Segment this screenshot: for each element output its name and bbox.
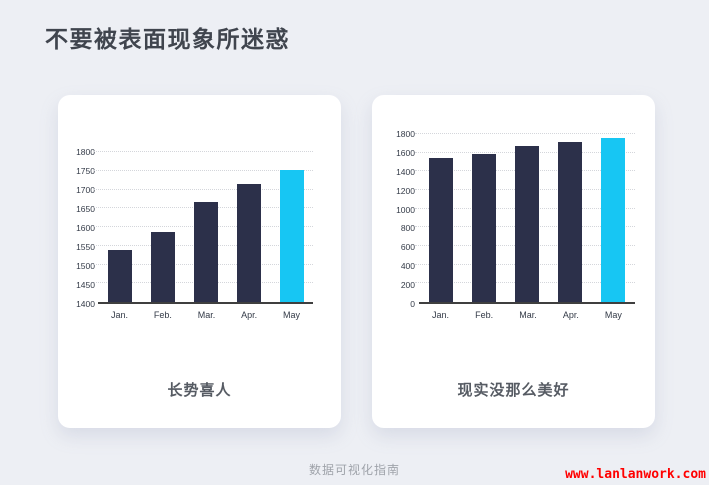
- y-axis-labels: 0 200 400 600 800 1000 1200 1400 1600 1800: [372, 129, 415, 309]
- bar: [193, 201, 218, 302]
- bar: [601, 138, 626, 302]
- gridline: [94, 169, 313, 171]
- footer-caption: 数据可视化指南: [308, 463, 401, 477]
- chart-card-left: 1400 1450 1500 1550 1600 1650 1700 1750 1800 Jan…: [58, 95, 341, 428]
- x-tick-label: Jan.: [110, 310, 128, 320]
- x-tick-label: Feb.: [153, 310, 172, 320]
- y-tick-label: 1650: [76, 204, 95, 214]
- x-axis-labels: Jan. Feb. Mar. Apr. May: [98, 310, 313, 320]
- website-link[interactable]: www.lanlanwork.com: [565, 467, 706, 482]
- y-tick-label: 1400: [396, 166, 415, 177]
- gridline: [415, 133, 635, 134]
- y-axis-labels: 1400 1450 1500 1550 1600 1650 1700 1750 1800: [58, 147, 95, 309]
- y-tick-label: 0: [410, 299, 415, 309]
- y-tick-label: 200: [400, 280, 415, 291]
- plot-area: [94, 151, 313, 304]
- y-tick-label: 1600: [396, 147, 415, 158]
- y-tick-label: 1000: [396, 204, 415, 215]
- y-tick-label: 1450: [76, 280, 95, 290]
- chart-caption-right: 现实没那么美好: [457, 382, 570, 399]
- bar: [150, 231, 175, 302]
- y-tick-label: 1500: [76, 261, 95, 271]
- chart-card-right: 0 200 400 600 800 1000 1200 1400 1600 1800 Jan. Fe…: [372, 95, 655, 428]
- x-tick-label: Jan.: [432, 310, 450, 320]
- x-tick-label: Apr.: [241, 310, 258, 320]
- gridline: [94, 151, 313, 152]
- x-axis-labels: Jan. Feb. Mar. Apr. May: [419, 310, 635, 320]
- bar: [107, 249, 132, 302]
- y-tick-label: 1200: [396, 185, 415, 196]
- bar: [471, 153, 496, 302]
- bar: [514, 146, 539, 302]
- x-tick-label: Apr.: [562, 310, 579, 320]
- y-tick-label: 1400: [76, 299, 95, 309]
- x-tick-label: May: [604, 310, 622, 320]
- x-tick-label: Mar.: [197, 310, 216, 320]
- chart-caption-left: 长势喜人: [167, 382, 232, 399]
- bar: [236, 184, 261, 302]
- plot-area: [415, 133, 635, 304]
- x-tick-label: May: [283, 310, 301, 320]
- y-tick-label: 1700: [76, 185, 95, 195]
- bar-chart-full-axis: 0 200 400 600 800 1000 1200 1400 1600 1800 Jan. Fe…: [372, 95, 655, 428]
- y-tick-label: 600: [400, 242, 415, 253]
- page-title: 不要被表面现象所迷惑: [45, 26, 290, 52]
- gridline: [94, 188, 313, 190]
- x-tick-label: Feb.: [475, 310, 494, 320]
- bar: [279, 170, 304, 302]
- y-tick-label: 1800: [396, 129, 415, 139]
- y-tick-label: 1600: [76, 223, 95, 233]
- bar-chart-misleading-axis: 1400 1450 1500 1550 1600 1650 1700 1750 1800 Jan…: [58, 95, 341, 428]
- y-tick-label: 1550: [76, 242, 95, 252]
- y-tick-label: 1750: [76, 166, 95, 176]
- y-tick-label: 400: [400, 261, 415, 272]
- y-tick-label: 1800: [76, 147, 95, 157]
- bar: [558, 142, 583, 302]
- bar: [428, 158, 453, 302]
- y-tick-label: 800: [400, 223, 415, 234]
- x-tick-label: Mar.: [519, 310, 537, 320]
